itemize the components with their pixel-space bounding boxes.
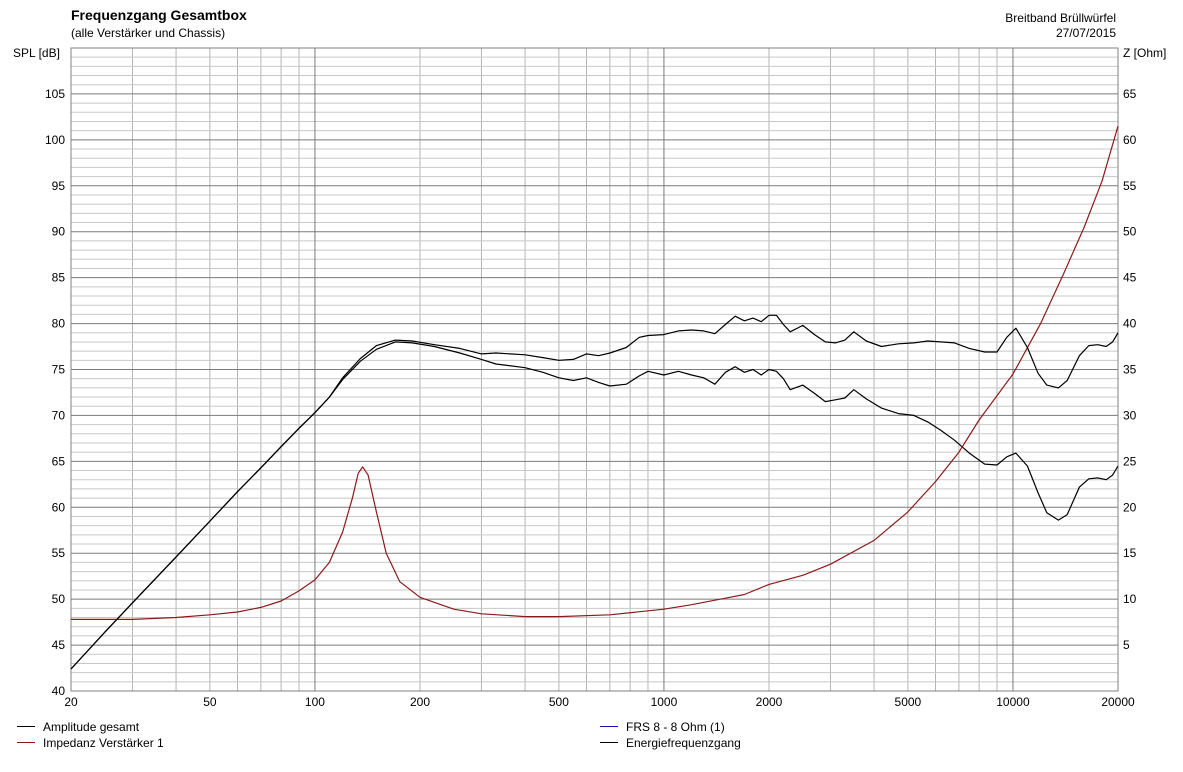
major-grid [71, 47, 1118, 692]
legend-label-energy: Energiefrequenzgang [626, 736, 741, 750]
x-tick-label: 500 [549, 695, 569, 709]
y-tick-label: 65 [52, 454, 66, 468]
legend-item-impedance: Impedanz Verstärker 1 [17, 736, 164, 750]
y-tick-label: 100 [45, 133, 65, 147]
chart-title: Frequenzgang Gesamtbox [71, 7, 247, 23]
x-tick-label: 100 [305, 695, 325, 709]
legend-swatch-frs8 [600, 726, 618, 728]
y2-tick-label: 65 [1123, 87, 1137, 101]
legend-item-frs8: FRS 8 - 8 Ohm (1) [600, 720, 725, 734]
y-tick-label: 85 [52, 271, 66, 285]
y2-tick-label: 45 [1123, 271, 1137, 285]
y2-tick-label: 5 [1123, 638, 1130, 652]
y-tick-label: 80 [52, 317, 66, 331]
y-tick-label: 95 [52, 179, 66, 193]
y2-tick-label: 10 [1123, 592, 1137, 606]
x-tick-label: 1000 [651, 695, 678, 709]
y2-tick-label: 15 [1123, 546, 1137, 560]
legend-swatch-impedance [17, 742, 35, 744]
x-tick-label: 20 [64, 695, 78, 709]
y2-tick-label: 50 [1123, 225, 1137, 239]
plot-frame [70, 47, 1119, 692]
y-tick-label: 50 [52, 592, 66, 606]
y2-tick-label: 30 [1123, 408, 1137, 422]
x-tick-label: 50 [203, 695, 217, 709]
y-tick-label: 60 [52, 500, 66, 514]
series-line-2 [71, 125, 1119, 620]
chart-date: 27/07/2015 [1055, 26, 1116, 40]
y2-tick-label: 25 [1123, 454, 1137, 468]
y-tick-label: 90 [52, 225, 66, 239]
x-tick-labels: 20 50 100 200 500 1000 2000 5000 10000 20000 [64, 695, 1135, 709]
series-layer [70, 125, 1119, 670]
x-tick-label: 2000 [756, 695, 783, 709]
y-tick-label: 105 [45, 87, 65, 101]
y-tick-label: 75 [52, 363, 66, 377]
x-tick-label: 20000 [1101, 695, 1135, 709]
legend-label-impedance: Impedanz Verstärker 1 [43, 736, 164, 750]
project-name: Breitband Brüllwürfel [1005, 11, 1116, 25]
y2-tick-label: 40 [1123, 317, 1137, 331]
y-tick-label: 45 [52, 638, 66, 652]
legend-swatch-amplitude [17, 726, 35, 728]
y-tick-labels-right: 5 10 15 20 25 30 35 40 45 50 55 60 65 [1123, 87, 1137, 652]
series-line-0 [70, 341, 1119, 670]
y2-tick-label: 55 [1123, 179, 1137, 193]
y-axis-label-right: Z [Ohm] [1123, 46, 1167, 60]
x-tick-label: 10000 [996, 695, 1030, 709]
series-line-3 [70, 314, 1119, 670]
y-tick-label: 70 [52, 408, 66, 422]
legend-item-energy: Energiefrequenzgang [600, 736, 741, 750]
y-axis-label-left: SPL [dB] [13, 46, 60, 60]
x-tick-label: 5000 [895, 695, 922, 709]
y-tick-labels-left: 40 45 50 55 60 65 70 75 80 85 90 95 100 105 [45, 87, 65, 698]
y2-tick-label: 60 [1123, 133, 1137, 147]
x-tick-label: 200 [410, 695, 430, 709]
y2-tick-label: 20 [1123, 500, 1137, 514]
chart-subtitle: (alle Verstärker und Chassis) [71, 26, 226, 40]
legend-swatch-energy [600, 742, 618, 744]
y-tick-label: 55 [52, 546, 66, 560]
y-tick-label: 40 [52, 684, 66, 698]
y2-tick-label: 35 [1123, 363, 1137, 377]
legend-label-frs8: FRS 8 - 8 Ohm (1) [626, 720, 725, 734]
legend-label-amplitude: Amplitude gesamt [43, 720, 140, 734]
legend-item-amplitude: Amplitude gesamt [17, 720, 139, 734]
